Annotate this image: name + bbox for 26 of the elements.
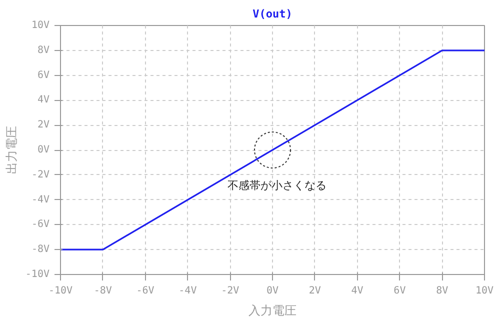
chart-title: V(out) [252, 8, 292, 20]
y-tick-label: -10V [25, 269, 50, 280]
annotation: 不感帯が小さくなる [228, 179, 326, 192]
x-axis-title: 入力電圧 [248, 304, 296, 318]
y-tick-label: 2V [37, 120, 50, 131]
y-tick-label: 0V [37, 144, 50, 156]
y-tick-label: -8V [31, 244, 50, 256]
x-tick-label: -4V [178, 286, 197, 296]
y-tick-label: -4V [31, 194, 50, 206]
x-tick-label: -2V [221, 286, 240, 296]
x-tick-label: -6V [136, 286, 154, 296]
x-tick-label: 6V [394, 286, 406, 296]
x-tick-label: 4V [351, 286, 364, 296]
y-tick-label: 6V [37, 70, 50, 81]
y-tick-label: 4V [37, 94, 50, 106]
y-tick-label: -2V [31, 169, 50, 180]
y-tick-label: -6V [31, 219, 50, 230]
y-tick-label: 10V [31, 20, 50, 31]
x-tick-label: 8V [436, 286, 448, 296]
x-tick-label: 10V [475, 286, 494, 296]
x-tick-label: 2V [308, 286, 321, 296]
y-tick-label: 8V [37, 44, 50, 56]
x-tick-label: -8V [94, 286, 112, 296]
x-tick-label: 0V [266, 286, 279, 296]
y-axis-title: 出力電圧 [4, 126, 18, 174]
x-tick-label: -10V [48, 286, 73, 296]
